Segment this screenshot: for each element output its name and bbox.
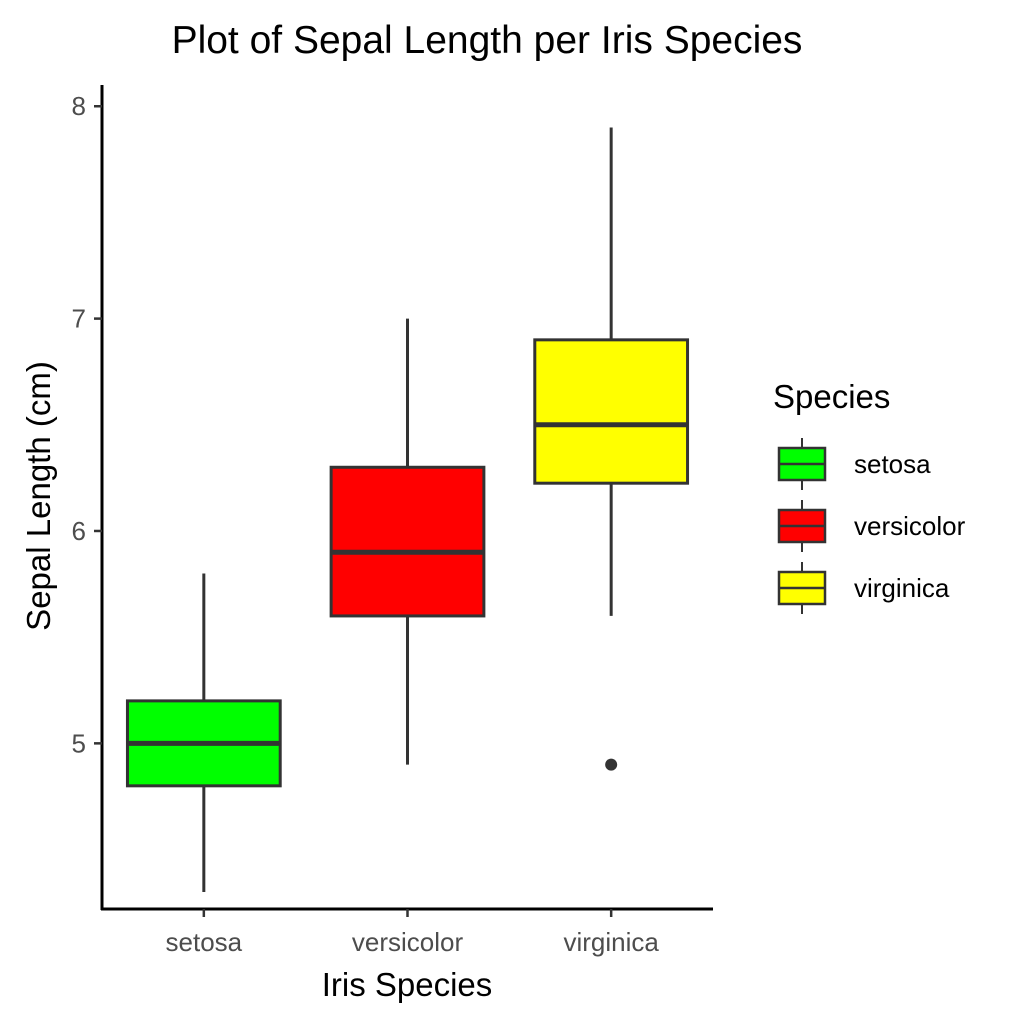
iqr-box-virginica [533,338,690,485]
y-axis-title: Sepal Length (cm) [20,361,57,631]
outlier-point-virginica-0 [605,758,618,771]
box-virginica [533,127,690,771]
legend-item-virginica: virginica [777,562,950,614]
legend-label-versicolor: versicolor [854,511,966,541]
box-setosa [125,573,282,893]
plot-area [125,127,690,893]
legend-title: Species [773,378,890,415]
box-versicolor [329,318,486,765]
legend-item-setosa: setosa [777,438,931,490]
y-tick-label-6: 6 [72,516,86,546]
legend-label-setosa: setosa [854,449,931,479]
legend-label-virginica: virginica [854,573,950,603]
x-tick-label-versicolor: versicolor [352,927,464,957]
x-tick-label-virginica: virginica [563,927,659,957]
legend-item-versicolor: versicolor [777,500,966,552]
iqr-box-versicolor [329,465,486,618]
x-tick-label-setosa: setosa [166,927,243,957]
axes: 5 6 7 8 setosa versicolor virginica [72,85,713,957]
legend: Species setosa versicolor virginica [773,378,966,614]
y-tick-label-7: 7 [72,304,86,334]
y-tick-label-8: 8 [72,91,86,121]
x-axis-title: Iris Species [322,966,493,1003]
chart-title: Plot of Sepal Length per Iris Species [172,19,803,62]
y-tick-label-5: 5 [72,728,86,758]
